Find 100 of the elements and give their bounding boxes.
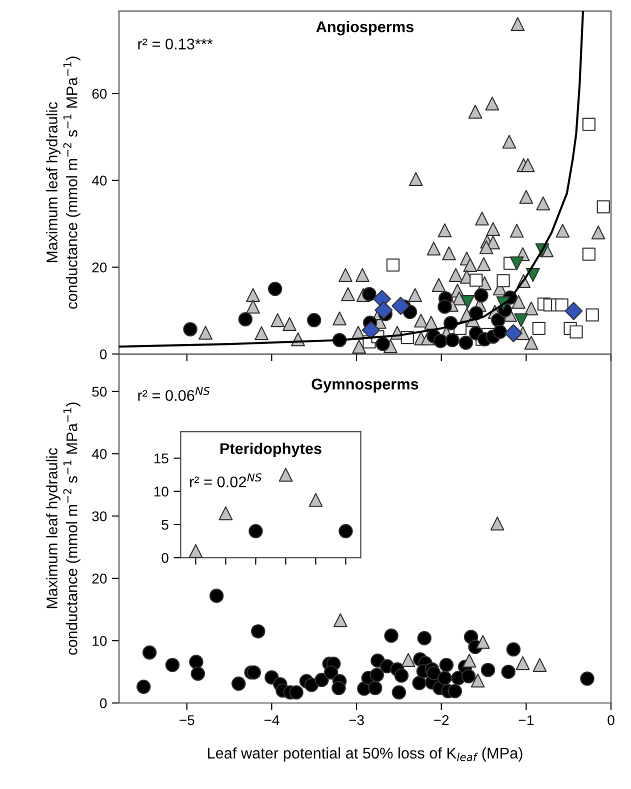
point [506, 642, 521, 657]
point [470, 674, 485, 688]
point [532, 322, 546, 335]
point [190, 666, 206, 681]
point [268, 282, 282, 296]
point [332, 680, 346, 696]
y-tick-label: 60 [92, 88, 107, 99]
point [238, 312, 253, 326]
point [417, 631, 432, 646]
text: Gymnosperms [312, 378, 418, 393]
point [278, 468, 293, 482]
y-axis-title: Maximum leaf hydraulic conductance (mmol m$^{−2}$ s$^{−1}$ MPa$^{−1}$) [46, 56, 80, 309]
point [362, 321, 380, 340]
point [448, 684, 462, 698]
point [532, 658, 547, 672]
x-tick-label: 0 [608, 715, 614, 726]
point [142, 645, 157, 660]
point [218, 506, 233, 520]
point [461, 669, 476, 684]
point [492, 324, 508, 340]
point [490, 516, 504, 530]
point [586, 308, 599, 322]
annotation: r² = 0.06$^{NS}$ [138, 386, 210, 401]
point [314, 672, 329, 688]
x-tick-label: −2 [434, 715, 449, 725]
point [458, 336, 474, 350]
y-tick-label: 40 [92, 449, 107, 459]
point [496, 274, 510, 288]
point [439, 658, 454, 672]
point [362, 286, 376, 302]
point [248, 524, 263, 538]
point [306, 313, 322, 328]
y-tick-label: 15 [154, 454, 168, 464]
annotation: r² = 0.02$^{NS}$ [190, 473, 262, 488]
point [246, 665, 262, 680]
x-tick-label: −1 [518, 715, 534, 725]
point [438, 670, 452, 686]
point [555, 298, 568, 312]
point [376, 336, 390, 352]
point [596, 200, 610, 214]
y-tick-label: 40 [92, 176, 107, 186]
y-axis-title: Maximum leaf hydraulic conductance (mmol m$^{−2}$ s$^{−1}$ MPa$^{−1}$) [46, 402, 80, 655]
point [368, 680, 382, 696]
point [289, 685, 304, 700]
point [474, 288, 488, 303]
point [514, 313, 528, 328]
x-axis-title: Leaf water potential at 50% loss of K$_{leaf}$ (MPa) [208, 747, 522, 762]
annotation: r² = 0.13*** [138, 38, 213, 50]
y-tick-label: 10 [154, 486, 168, 497]
point [189, 654, 204, 670]
point [188, 544, 203, 558]
y-tick-label: 10 [92, 636, 107, 646]
point [445, 332, 460, 348]
point [183, 322, 198, 336]
point [570, 325, 583, 338]
y-tick-label: 30 [92, 511, 107, 522]
point [136, 680, 151, 694]
point [501, 664, 516, 679]
point [401, 653, 416, 667]
text: Pteridophytes [220, 442, 322, 458]
point [392, 685, 406, 700]
text: Angiosperms [316, 20, 414, 36]
point [412, 676, 426, 690]
line-series [119, 11, 584, 348]
y-tick-label: 0 [100, 349, 107, 360]
y-tick-label: 0 [100, 698, 107, 708]
point [438, 300, 452, 314]
point [165, 658, 180, 672]
x-tick-label: −3 [349, 715, 364, 726]
point [462, 654, 476, 668]
point [510, 256, 524, 270]
point [433, 334, 448, 348]
point [580, 672, 594, 686]
point [480, 662, 496, 678]
point [582, 248, 596, 261]
point [370, 668, 384, 682]
point [386, 258, 400, 272]
point [384, 628, 398, 643]
y-tick-label: 5 [162, 520, 168, 530]
point [392, 296, 410, 315]
y-tick-label: 50 [92, 386, 107, 397]
point [564, 302, 583, 320]
point [374, 301, 393, 320]
y-tick-label: 20 [92, 574, 107, 584]
point [582, 118, 596, 131]
point [504, 324, 523, 342]
point [308, 493, 323, 507]
point [394, 668, 409, 683]
point [460, 294, 475, 309]
x-tick-label: −5 [180, 715, 194, 726]
point [333, 613, 348, 628]
point [231, 676, 246, 691]
point [470, 274, 483, 287]
y-tick-label: 20 [92, 262, 107, 272]
point [250, 624, 266, 638]
point [476, 634, 490, 649]
point [426, 666, 441, 680]
point [209, 588, 224, 603]
point [324, 665, 338, 680]
x-tick-label: −4 [264, 715, 280, 725]
